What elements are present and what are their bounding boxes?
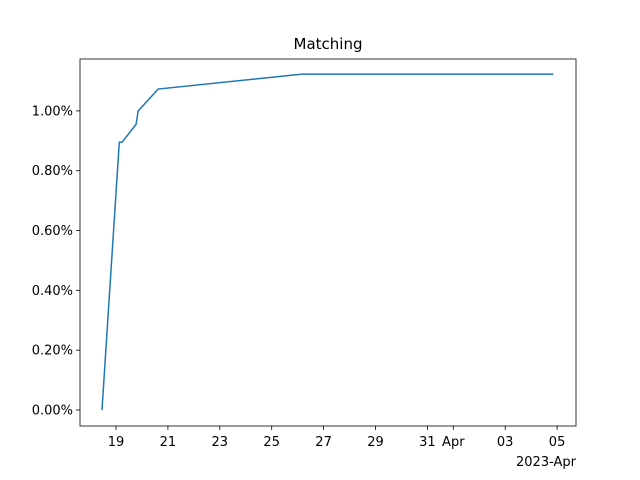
x-tick-label: Apr (442, 435, 465, 450)
y-tick-label: 0.60% (32, 224, 73, 239)
plot-frame (79, 58, 577, 427)
x-tick-label: 21 (160, 435, 177, 450)
y-tick-label: 0.40% (32, 284, 73, 299)
y-tick-label: 0.00% (32, 403, 73, 418)
y-tick-label: 0.80% (32, 164, 73, 179)
x-tick-label: 05 (549, 435, 566, 450)
data-line (101, 73, 554, 411)
x-tick-label: 23 (212, 435, 229, 450)
x-tick-label: 31 (419, 435, 436, 450)
x-tick-label: 03 (497, 435, 514, 450)
y-tick-label: 1.00% (32, 104, 73, 119)
x-tick-label: 29 (367, 435, 384, 450)
x-offset-label: 2023-Apr (516, 455, 577, 470)
chart-title: Matching (294, 35, 363, 53)
x-tick-label: 25 (263, 435, 280, 450)
x-tick-label: 27 (315, 435, 332, 450)
y-tick-label: 0.20% (32, 344, 73, 359)
x-tick-label: 19 (108, 435, 125, 450)
